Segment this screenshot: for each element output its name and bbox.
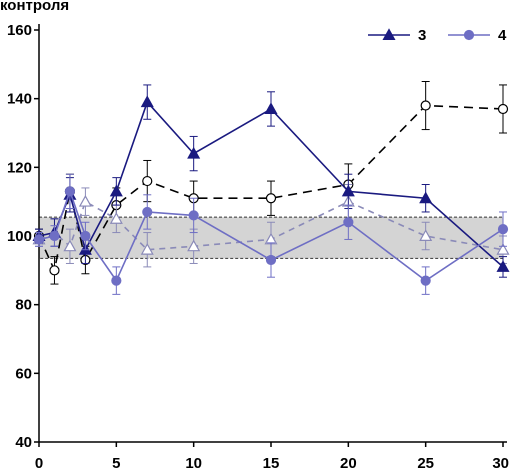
data-point [497, 103, 509, 115]
data-point [496, 260, 510, 272]
data-point [188, 210, 199, 221]
data-point [496, 242, 510, 255]
data-point [419, 191, 433, 204]
data-point [140, 95, 154, 108]
data-point [187, 239, 201, 252]
data-point [343, 217, 354, 228]
data-point [33, 234, 45, 245]
data-point [420, 275, 431, 286]
data-point [265, 193, 277, 204]
legend-item-4: 4 [448, 27, 507, 44]
series-layer [32, 81, 510, 295]
data-point [49, 265, 60, 276]
x-tick-label: 20 [340, 455, 357, 472]
data-point [265, 254, 277, 266]
legend-marker [463, 29, 475, 41]
data-point [264, 102, 278, 114]
x-tick-label: 30 [492, 455, 509, 472]
data-point [109, 184, 123, 197]
y-tick-label: 160 [7, 22, 32, 39]
data-point [140, 242, 154, 255]
y-tick-label: 120 [7, 159, 32, 176]
data-point [109, 212, 123, 224]
x-tick-label: 5 [112, 455, 120, 472]
data-point [142, 175, 153, 187]
y-tick-label: 80 [15, 297, 32, 314]
y-tick-label: 100 [7, 228, 32, 245]
y-axis-label: контроля [0, 0, 70, 14]
data-point [64, 186, 76, 197]
data-point [63, 239, 77, 252]
legend-item-3: 3 [368, 27, 426, 44]
axes: 40 60 80 100 120 140 160 0 5 10 15 20 25 30 [7, 22, 509, 472]
data-point [341, 184, 355, 197]
legend-marker [382, 28, 396, 41]
x-tick-label: 15 [263, 455, 280, 472]
x-tick-label: 0 [35, 455, 43, 472]
series-4 [33, 173, 509, 295]
legend-label: 3 [418, 27, 426, 44]
data-point [420, 100, 431, 111]
data-point [111, 275, 122, 286]
y-tick-label: 140 [7, 91, 32, 108]
data-point [78, 194, 92, 207]
data-point [142, 206, 153, 218]
data-point [497, 224, 509, 235]
data-point [187, 146, 201, 159]
data-point [419, 229, 433, 241]
data-point [49, 230, 60, 242]
legend-label: 4 [498, 27, 507, 44]
y-tick-label: 60 [15, 365, 32, 382]
y-tick-label: 40 [15, 434, 32, 451]
x-tick-label: 10 [185, 455, 202, 472]
series-3 [32, 84, 510, 278]
data-point [80, 230, 91, 242]
x-tick-label: 25 [417, 455, 434, 472]
